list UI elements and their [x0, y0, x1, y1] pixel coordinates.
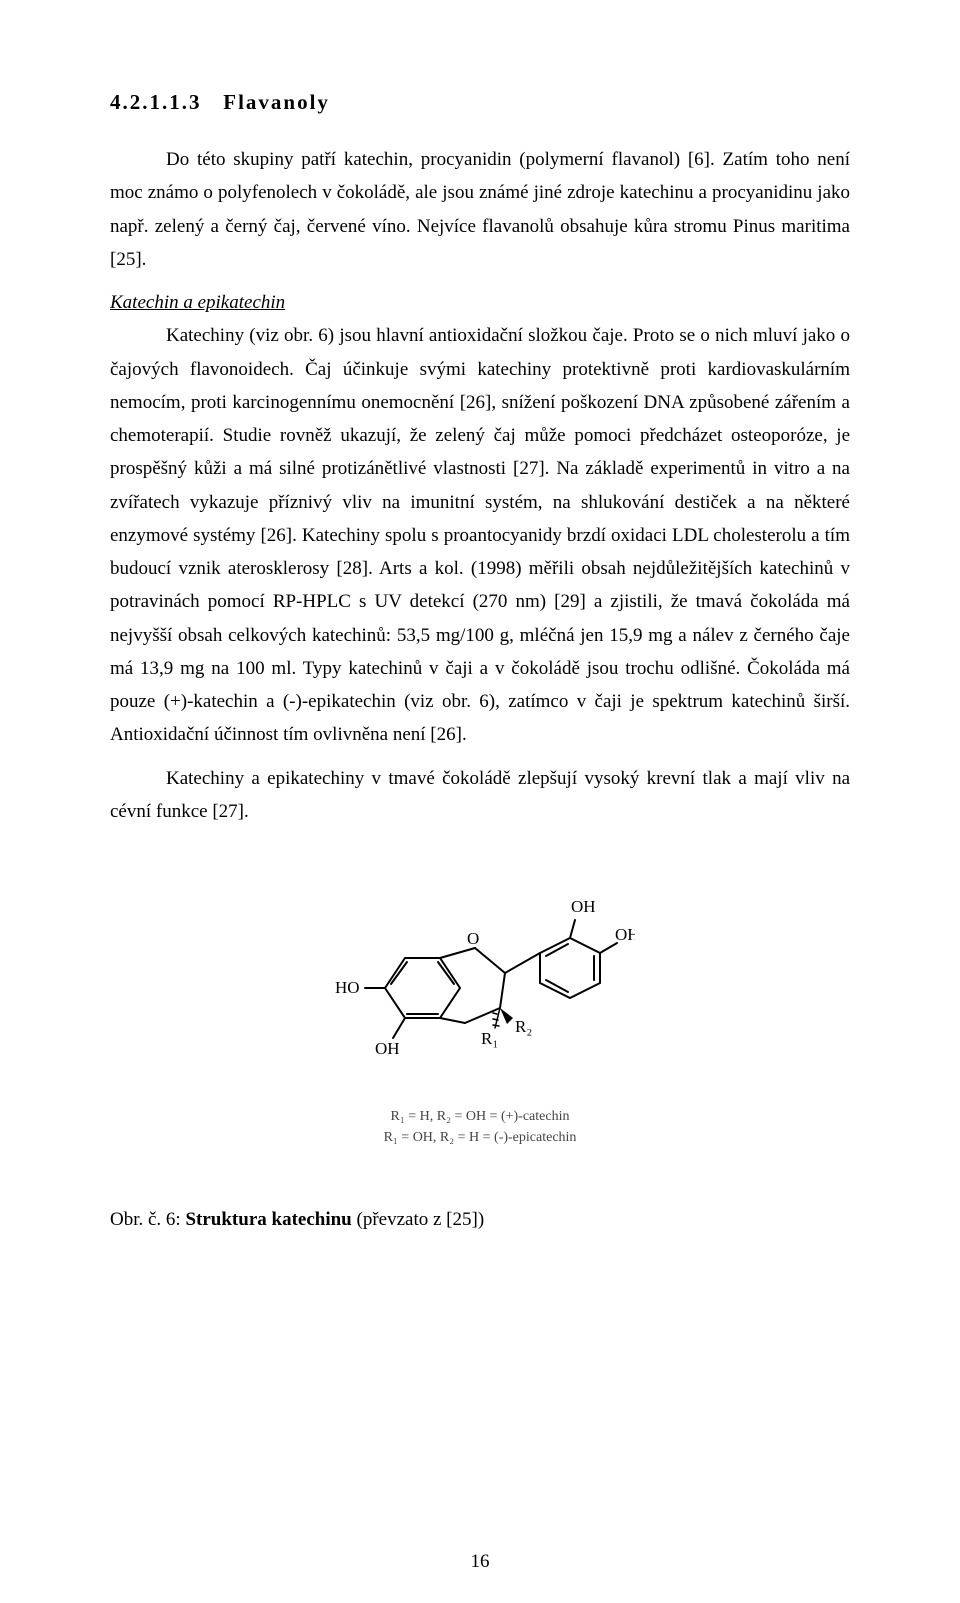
figure-area: HO OH OH OH O R₁ R₂ R₁ = H, R₂ = OH = (+…: [110, 868, 850, 1148]
label-r2: R₂: [515, 1017, 532, 1036]
label-oh-topright1: OH: [571, 897, 596, 916]
caption-prefix: Obr. č. 6:: [110, 1209, 185, 1230]
label-ho-left: HO: [335, 978, 360, 997]
caption-suffix: (převzato z [25]): [352, 1209, 484, 1230]
heading-title: Flavanoly: [223, 90, 330, 114]
label-o-center: O: [467, 929, 479, 948]
label-r1: R₁: [481, 1029, 498, 1048]
label-oh-topright2: OH: [615, 925, 635, 944]
paragraph-3: Katechiny a epikatechiny v tmavé čokolád…: [110, 762, 850, 829]
section-heading: 4.2.1.1.3 Flavanoly: [110, 90, 850, 115]
paragraph-1: Do této skupiny patří katechin, procyani…: [110, 143, 850, 276]
molecule-diagram: HO OH OH OH O R₁ R₂: [325, 868, 635, 1098]
figure-sub-line2: R₁ = OH, R₂ = H = (-)-epicatechin: [384, 1130, 577, 1145]
figure-caption: Obr. č. 6: Struktura katechinu (převzato…: [110, 1203, 850, 1236]
figure-sub-line1: R₁ = H, R₂ = OH = (+)-catechin: [391, 1109, 570, 1124]
page-number: 16: [0, 1551, 960, 1573]
page: 4.2.1.1.3 Flavanoly Do této skupiny patř…: [0, 0, 960, 1603]
label-oh-bottomleft: OH: [375, 1039, 400, 1058]
subheading-katechin: Katechin a epikatechin: [110, 286, 850, 319]
caption-bold: Struktura katechinu: [185, 1209, 351, 1230]
paragraph-2: Katechiny (viz obr. 6) jsou hlavní antio…: [110, 319, 850, 751]
heading-number: 4.2.1.1.3: [110, 90, 202, 114]
figure-subtext: R₁ = H, R₂ = OH = (+)-catechin R₁ = OH, …: [384, 1106, 577, 1148]
